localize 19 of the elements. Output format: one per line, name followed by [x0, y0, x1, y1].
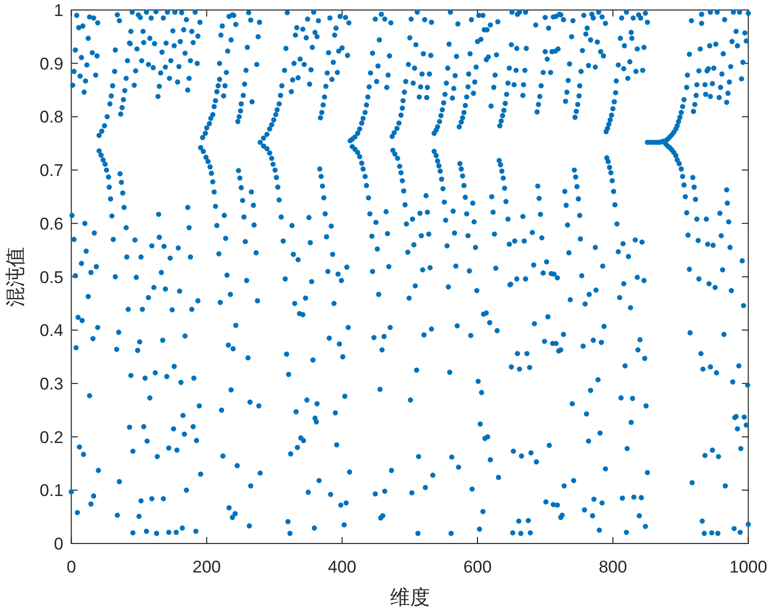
y-tick-label: 0.3	[40, 374, 64, 394]
y-tick-label: 0.4	[40, 321, 64, 340]
y-tick-label: 0.9	[40, 54, 64, 74]
x-tick-label: 1000	[729, 558, 768, 576]
x-tick-label: 400	[328, 558, 356, 576]
y-tick-label: 0	[54, 534, 64, 554]
y-axis-title: 混沌值	[3, 246, 27, 307]
y-tick-label: 0.2	[40, 428, 64, 447]
y-tick-label: 1	[54, 1, 64, 20]
x-tick-label: 800	[598, 558, 628, 576]
x-tick-label: 200	[192, 558, 221, 576]
x-tick-label: 600	[463, 558, 492, 576]
y-tick-label: 0.5	[40, 268, 64, 287]
x-axis-title: 维度	[390, 585, 430, 609]
y-tick-label: 0.8	[40, 108, 64, 127]
y-tick-label: 0.6	[40, 214, 64, 234]
x-tick-label: 0	[66, 558, 76, 576]
y-tick-label: 0.7	[40, 161, 64, 180]
y-tick-label: 0.1	[40, 481, 64, 500]
